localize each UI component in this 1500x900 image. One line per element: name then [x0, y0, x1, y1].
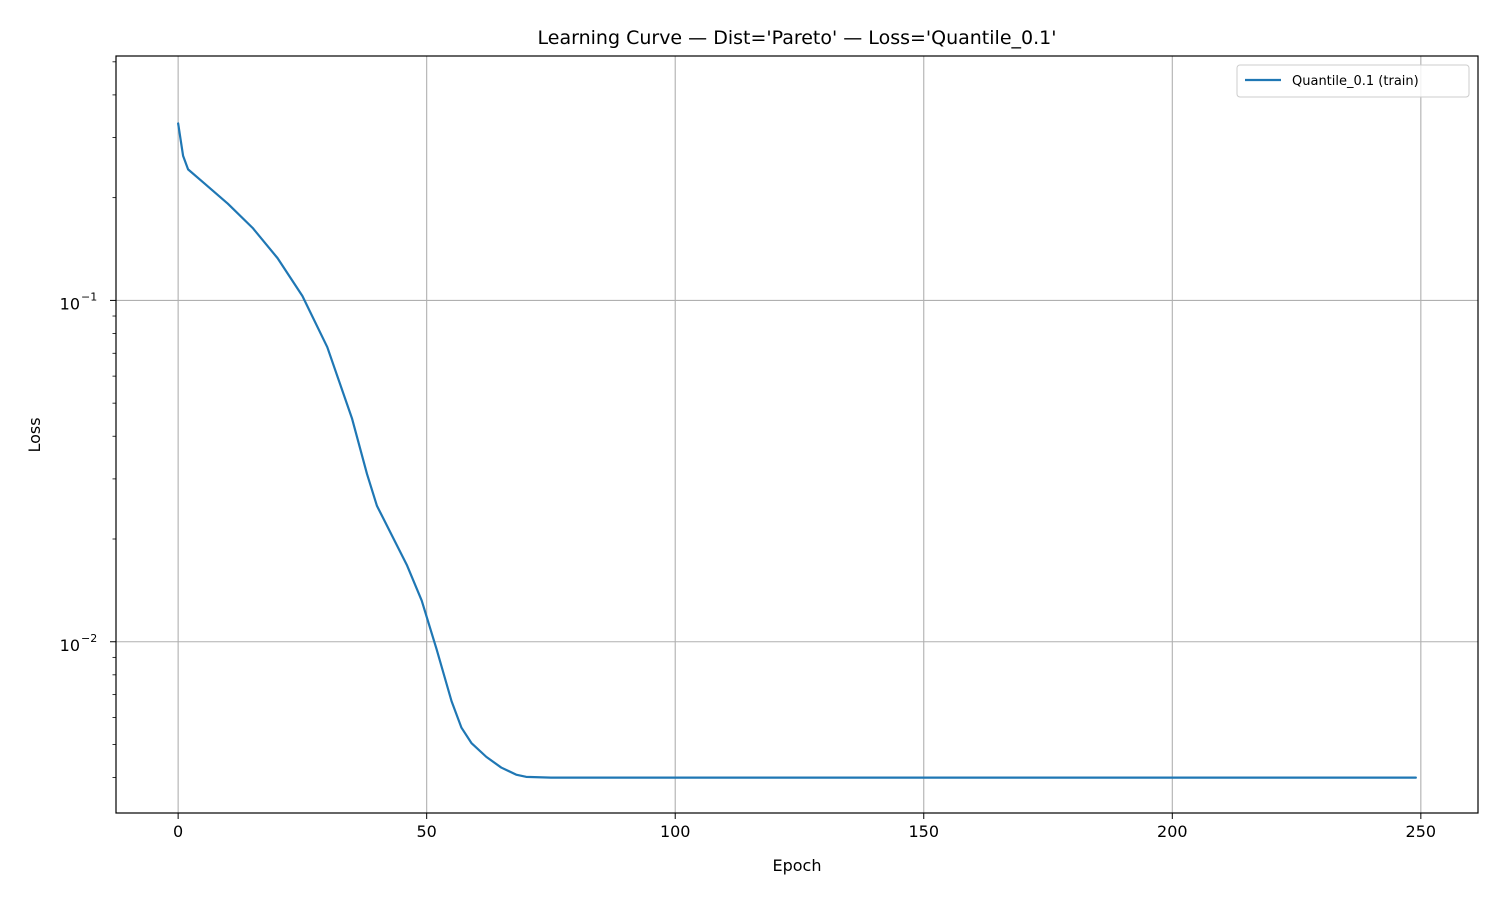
y-ticks: 10−210−1 — [60, 290, 116, 655]
x-tick-label: 50 — [416, 822, 436, 841]
legend-label: Quantile_0.1 (train) — [1292, 74, 1419, 89]
series-line-0 — [177, 122, 1417, 779]
y-tick-label: 10 — [60, 636, 80, 655]
x-tick-label: 250 — [1406, 822, 1437, 841]
x-tick-label: 150 — [908, 822, 939, 841]
y-tick-exponent: −2 — [81, 632, 97, 645]
legend-frame — [1236, 64, 1470, 98]
y-axis-label: Loss — [25, 417, 44, 452]
plot-frame — [115, 55, 1479, 814]
series-layer — [177, 122, 1417, 779]
x-axis-label: Epoch — [773, 856, 822, 875]
legend: Quantile_0.1 (train) — [1236, 64, 1470, 98]
y-tick-label: 10 — [60, 294, 80, 313]
x-ticks: 0 50 100 150 200 250 — [173, 813, 1436, 841]
grid — [116, 56, 1478, 813]
x-tick-label: 100 — [660, 822, 691, 841]
x-tick-label: 0 — [173, 822, 183, 841]
x-tick-label: 200 — [1157, 822, 1188, 841]
y-tick-exponent: −1 — [81, 290, 97, 303]
chart-title: Learning Curve — Dist='Pareto' — Loss='Q… — [538, 27, 1057, 49]
